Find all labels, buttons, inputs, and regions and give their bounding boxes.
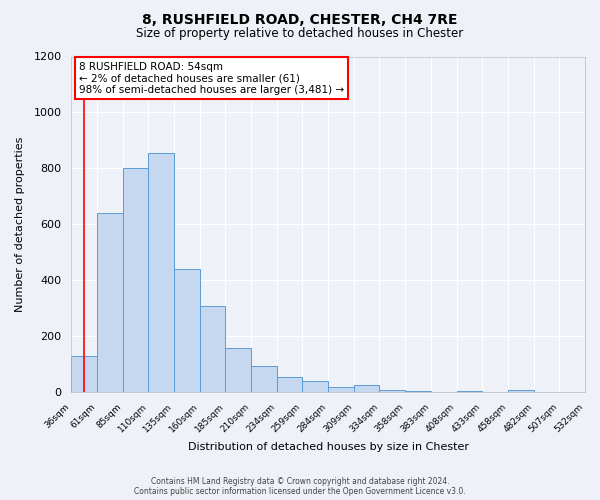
Bar — [122, 168, 148, 392]
Bar — [71, 356, 97, 393]
Bar — [354, 386, 379, 392]
Bar — [405, 391, 431, 392]
Bar — [328, 387, 354, 392]
Bar — [200, 306, 226, 392]
Bar — [508, 390, 533, 392]
X-axis label: Distribution of detached houses by size in Chester: Distribution of detached houses by size … — [188, 442, 469, 452]
Bar — [457, 391, 482, 392]
Bar — [302, 381, 328, 392]
Bar — [226, 348, 251, 393]
Bar — [174, 269, 200, 392]
Text: 8, RUSHFIELD ROAD, CHESTER, CH4 7RE: 8, RUSHFIELD ROAD, CHESTER, CH4 7RE — [142, 12, 458, 26]
Bar — [251, 366, 277, 392]
Text: 8 RUSHFIELD ROAD: 54sqm
← 2% of detached houses are smaller (61)
98% of semi-det: 8 RUSHFIELD ROAD: 54sqm ← 2% of detached… — [79, 62, 344, 94]
Text: Size of property relative to detached houses in Chester: Size of property relative to detached ho… — [136, 28, 464, 40]
Bar — [277, 377, 302, 392]
Bar — [379, 390, 405, 392]
Text: Contains HM Land Registry data © Crown copyright and database right 2024.
Contai: Contains HM Land Registry data © Crown c… — [134, 476, 466, 496]
Y-axis label: Number of detached properties: Number of detached properties — [15, 136, 25, 312]
Bar — [97, 213, 122, 392]
Bar — [148, 153, 174, 392]
